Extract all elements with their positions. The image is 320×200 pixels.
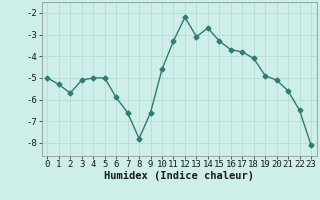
X-axis label: Humidex (Indice chaleur): Humidex (Indice chaleur) — [104, 171, 254, 181]
